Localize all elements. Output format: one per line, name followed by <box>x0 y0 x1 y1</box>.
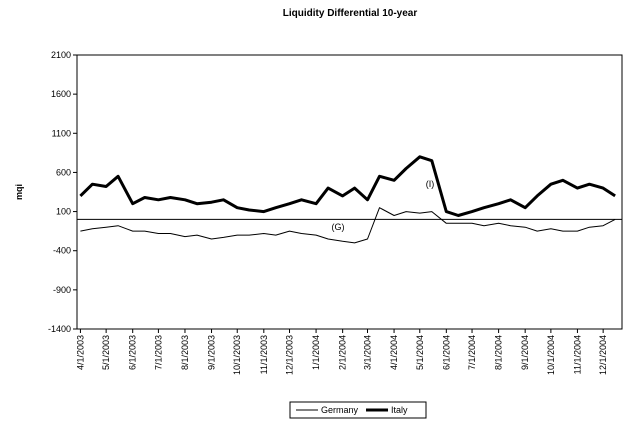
x-tick-label: 2/1/2004 <box>338 335 348 370</box>
series-line <box>79 155 616 217</box>
x-tick-label: 11/1/2003 <box>259 335 269 374</box>
annotation: (I) <box>426 179 435 189</box>
x-tick-label: 6/1/2003 <box>128 335 138 370</box>
x-tick-label: 8/1/2003 <box>180 335 190 370</box>
x-tick-label: 9/1/2004 <box>520 335 530 370</box>
x-tick-label: 9/1/2003 <box>207 335 217 370</box>
x-tick-label: 12/1/2003 <box>285 335 295 375</box>
y-tick-label: 600 <box>56 167 71 177</box>
legend-label: Italy <box>391 405 408 415</box>
y-tick-label: -900 <box>53 285 71 295</box>
legend <box>289 401 427 419</box>
x-tick-label: 4/1/2003 <box>75 335 85 370</box>
x-tick-label: 11/1/2004 <box>572 335 582 374</box>
annotation: (G) <box>332 222 345 232</box>
chart-title: Liquidity Differential 10-year <box>283 8 418 19</box>
x-tick-label: 8/1/2004 <box>494 335 504 370</box>
x-tick-label: 10/1/2003 <box>232 335 242 375</box>
plot-area <box>76 54 623 330</box>
x-tick-label: 10/1/2004 <box>546 335 556 375</box>
x-tick-label: 3/1/2004 <box>362 335 372 370</box>
x-tick-label: 6/1/2004 <box>441 335 451 370</box>
x-tick-label: 5/1/2003 <box>101 335 111 370</box>
y-tick-label: 1600 <box>51 89 71 99</box>
y-tick-label: 1100 <box>52 128 71 138</box>
x-tick-label: 12/1/2004 <box>598 335 608 375</box>
y-tick-label: 100 <box>56 207 71 217</box>
series-line <box>80 207 616 244</box>
x-tick-label: 1/1/2004 <box>311 335 321 370</box>
x-tick-label: 4/1/2004 <box>389 335 399 370</box>
x-tick-label: 5/1/2004 <box>415 335 425 370</box>
y-tick-label: -1400 <box>48 324 71 334</box>
y-axis-label: mqi <box>14 184 24 200</box>
x-tick-label: 7/1/2003 <box>153 335 163 370</box>
legend-label: Germany <box>321 405 359 415</box>
y-tick-label: -400 <box>53 246 71 256</box>
y-tick-label: 2100 <box>51 50 71 60</box>
x-tick-label: 7/1/2004 <box>467 335 477 370</box>
